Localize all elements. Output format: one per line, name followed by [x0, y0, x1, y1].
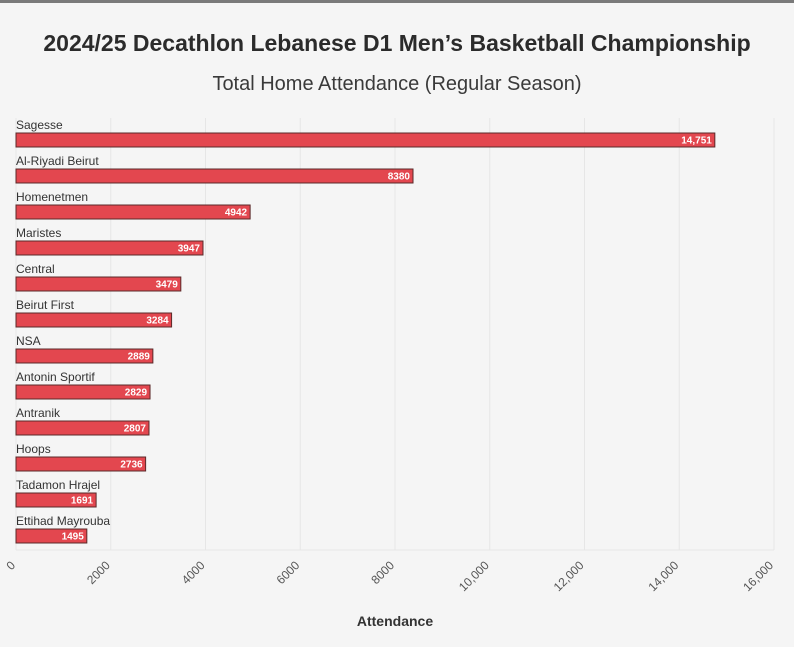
value-label: 3284	[146, 316, 169, 327]
chart-title: 2024/25 Decathlon Lebanese D1 Men’s Bask…	[43, 30, 751, 56]
category-label: Beirut First	[16, 298, 75, 312]
value-label: 2829	[125, 388, 148, 399]
value-label: 4942	[225, 208, 248, 219]
bar	[15, 348, 154, 364]
x-tick-label: 6000	[274, 558, 303, 587]
value-label: 2807	[124, 424, 147, 435]
value-label: 1691	[71, 496, 94, 507]
category-label: Antranik	[16, 406, 61, 420]
bar	[15, 384, 151, 400]
chart-subtitle: Total Home Attendance (Regular Season)	[212, 73, 582, 95]
bar	[15, 276, 182, 292]
value-label: 2889	[128, 352, 151, 363]
x-axis-title: Attendance	[357, 613, 433, 629]
x-tick-label: 16,000	[740, 558, 776, 594]
value-label: 3947	[178, 244, 201, 255]
category-label: Sagesse	[16, 118, 63, 132]
bar	[15, 168, 414, 184]
bar	[15, 204, 251, 220]
value-label: 3479	[156, 280, 179, 291]
x-tick-label: 2000	[84, 558, 113, 587]
bar	[15, 420, 150, 436]
x-tick-label: 10,000	[456, 558, 492, 594]
category-label: Hoops	[16, 442, 51, 456]
value-label: 8380	[388, 172, 411, 183]
category-label: Homenetmen	[16, 190, 88, 204]
x-tick-label: 4000	[179, 558, 208, 587]
category-label: Al-Riyadi Beirut	[16, 154, 99, 168]
x-tick-label: 0	[3, 558, 18, 573]
grid-lines	[15, 118, 775, 551]
category-label: Central	[16, 262, 55, 276]
bar	[15, 456, 147, 472]
bars: Sagesse 14,751 Al-Riyadi Beirut 8380 Homenet…	[15, 118, 716, 544]
category-label: NSA	[16, 334, 41, 348]
bar	[15, 312, 173, 328]
bar	[15, 492, 97, 508]
category-label: Tadamon Hrajel	[16, 478, 100, 492]
category-label: Maristes	[16, 226, 61, 240]
x-tick-label: 12,000	[551, 558, 587, 594]
value-label: 2736	[120, 460, 143, 471]
x-tick-label: 14,000	[646, 558, 682, 594]
bar	[15, 132, 716, 148]
x-tick-label: 8000	[368, 558, 397, 587]
x-axis-ticks: 0 2000 4000 6000 8000 10,000 12,000 14,000 16,00…	[3, 558, 776, 594]
bar	[15, 240, 204, 256]
category-label: Ettihad Mayrouba	[16, 514, 110, 528]
value-label: 1495	[62, 532, 85, 543]
value-label: 14,751	[681, 136, 712, 147]
top-rule	[0, 0, 794, 3]
category-label: Antonin Sportif	[16, 370, 95, 384]
bar	[15, 528, 88, 544]
